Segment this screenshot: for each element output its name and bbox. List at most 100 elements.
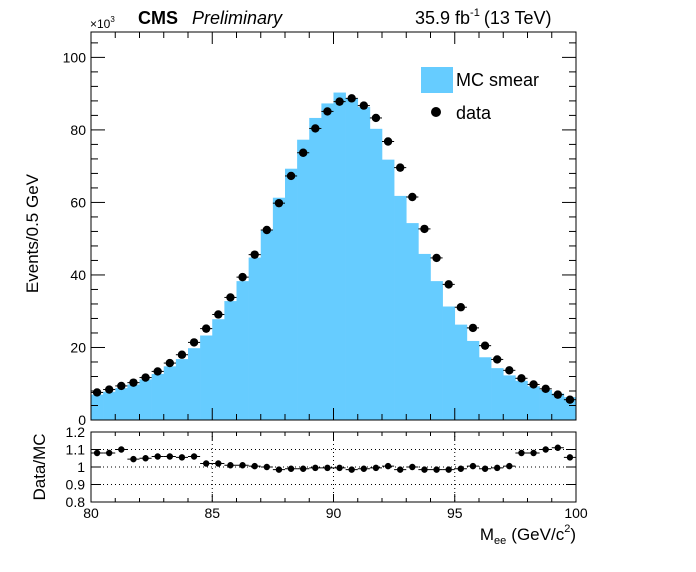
legend-label-mc: MC smear [456,70,539,90]
data-point [505,366,514,375]
data-point [383,137,393,146]
data-point [117,381,126,391]
ratio-point [518,449,525,457]
mc-bar [418,253,431,420]
ratio-point [396,466,404,473]
mc-bar [503,375,516,420]
data-point [359,101,369,110]
ratio-point [445,466,452,473]
ratio-point [433,466,440,473]
data-point [323,107,332,116]
main-x-ticks [90,32,577,420]
mc-bar [442,306,456,420]
mc-bar [527,386,540,420]
data-point [432,253,441,263]
ratio-point [251,462,258,470]
ratio-point [299,465,307,472]
mc-bar [139,379,152,420]
x-tick-label: 90 [326,505,342,521]
y-multiplier: ×103 [90,15,115,31]
energy-label: (13 TeV) [484,8,552,28]
data-point [214,310,223,319]
main-y-axis-label: Events/0.5 GeV [23,173,42,293]
data-point [395,163,405,172]
ratio-point [239,462,246,469]
ratio-point [409,463,416,471]
ratio-point [372,464,380,472]
mc-bar [103,391,116,420]
data-point [226,293,235,302]
mc-bar [357,107,371,421]
x-axis-label-units-close: ) [570,525,576,544]
data-point [201,324,211,333]
legend-marker-data [431,107,441,117]
mc-bar [539,389,553,420]
y-multiplier-base: ×10 [90,17,111,31]
x-axis-label-subscript: ee [494,535,506,547]
y-tick-label: 60 [70,194,86,210]
ratio-point [130,455,137,463]
mc-bar [406,223,419,420]
x-tick-label: 95 [447,505,463,521]
mc-bar [563,397,577,420]
ratio-y-tick-label: 1.2 [66,424,86,440]
ratio-point [493,464,501,472]
mc-bar [260,230,274,420]
ratio-point [348,466,355,473]
data-point [141,373,150,382]
ratio-point [202,460,210,467]
mc-bar [272,197,286,420]
ratio-y-tick-label: 0.8 [66,494,86,510]
ratio-point [542,446,549,453]
ratio-y-axis-label: Data/MC [30,433,49,500]
ratio-point [312,464,319,472]
mc-bar [321,103,334,420]
data-point [335,97,344,106]
y-tick-label: 20 [70,339,86,355]
data-point [444,280,453,289]
mc-bar [333,92,346,420]
mc-bar [151,373,165,420]
data-point [250,250,259,259]
mc-bar [91,394,104,420]
x-axis-label: Mee (GeV/c2) [480,523,576,547]
mc-bar [382,159,395,421]
legend-label-data: data [456,103,492,123]
ratio-point [190,453,198,460]
data-point [480,341,490,350]
x-axis-label-units: (GeV/c [511,525,564,544]
ratio-grid [91,432,576,502]
ratio-y-tick-label: 1.1 [66,442,86,458]
ratio-point [384,462,392,470]
data-point [286,171,296,181]
mc-bar [175,359,189,420]
mc-bar [200,335,213,420]
ratio-point [506,462,513,470]
x-axis-label-symbol: M [480,525,494,544]
data-point [371,113,381,123]
ratio-point [275,466,283,473]
data-point [347,94,356,103]
data-point [517,374,526,383]
data-point [189,338,199,347]
mc-bar [285,168,298,420]
ratio-point [166,453,174,460]
experiment-label: CMS [138,8,178,28]
mc-bar [394,195,407,420]
data-point [104,385,114,394]
data-point [274,198,284,208]
data-point [456,303,466,312]
luminosity-label: 35.9 fb-1 (13 TeV) [415,7,552,28]
status-label: Preliminary [192,8,283,28]
mc-bar [491,368,504,420]
y-multiplier-exponent: 3 [110,15,115,24]
ratio-point [421,466,428,473]
mc-histogram [91,92,577,421]
data-point [553,390,563,399]
legend-swatch-mc [421,67,453,93]
data-point [420,224,429,234]
ratio-x-ticks: 80 85 90 95 100 [83,432,588,521]
data-point [298,148,308,157]
